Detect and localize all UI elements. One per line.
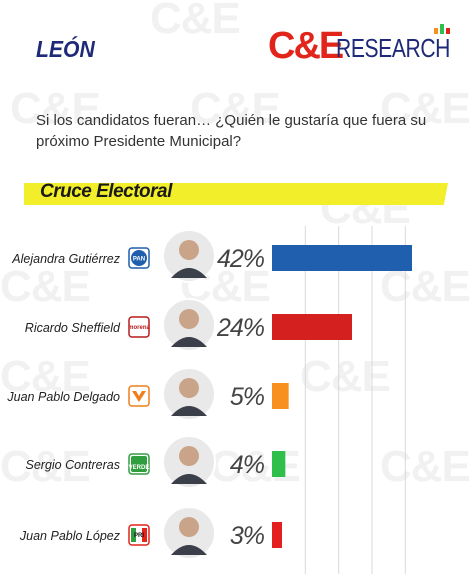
candidate-name: Alejandra Gutiérrez — [11, 252, 120, 266]
candidate-row: Ricardo Sheffield morena 24% — [25, 298, 352, 352]
brand-logo-prefix: C&E — [268, 25, 343, 66]
candidate-avatar — [162, 367, 216, 421]
pan-logo: PAN — [128, 247, 150, 269]
brand-accent-orange — [434, 28, 438, 34]
section-banner-label: Cruce Electoral — [40, 181, 172, 202]
candidate-name: Juan Pablo Delgado — [6, 390, 120, 404]
brand-accent-red — [446, 28, 450, 34]
verde-logo: VERDE — [128, 453, 150, 475]
city-title: LEÓN — [36, 36, 95, 62]
bar — [272, 451, 286, 477]
percentage-label: 3% — [230, 522, 265, 550]
percentage-label: 5% — [230, 383, 265, 411]
candidate-avatar — [162, 435, 216, 489]
brand-logo-suffix: RESEARCH — [336, 33, 450, 63]
bar — [272, 383, 289, 409]
percentage-label: 42% — [217, 245, 265, 273]
candidate-name: Ricardo Sheffield — [25, 321, 121, 335]
party-label: VERDE — [129, 465, 150, 471]
candidate-name: Juan Pablo López — [19, 529, 121, 543]
percentage-label: 24% — [216, 314, 265, 342]
brand-logo: C&E RESEARCH — [268, 24, 451, 66]
candidate-row: Juan Pablo Delgado 5% — [6, 367, 289, 421]
chart-gridlines — [304, 226, 406, 574]
candidate-row: Sergio Contreras VERDE 4% — [26, 435, 286, 489]
candidate-avatar — [162, 506, 216, 560]
chart-rows: Alejandra Gutiérrez PAN 42% Ricardo Sheffie… — [6, 229, 412, 560]
survey-question: Si los candidatos fueran… ¿Quién le gust… — [36, 112, 427, 150]
bar — [272, 522, 282, 548]
mc-logo — [128, 385, 150, 407]
party-label: morena — [128, 325, 150, 331]
candidate-row: Juan Pablo López PRI 3% — [19, 506, 282, 560]
candidate-name: Sergio Contreras — [26, 458, 121, 472]
bar — [272, 314, 352, 340]
candidate-avatar — [162, 229, 216, 283]
bar — [272, 245, 412, 271]
section-banner — [24, 183, 448, 205]
party-label: PAN — [133, 257, 145, 263]
pri-logo: PRI — [128, 524, 150, 546]
percentage-label: 4% — [230, 451, 265, 479]
candidate-row: Alejandra Gutiérrez PAN 42% — [11, 229, 412, 283]
candidate-avatar — [162, 298, 216, 352]
morena-logo: morena — [128, 316, 150, 338]
brand-accent-green — [440, 24, 444, 34]
party-label: PRI — [134, 533, 144, 539]
